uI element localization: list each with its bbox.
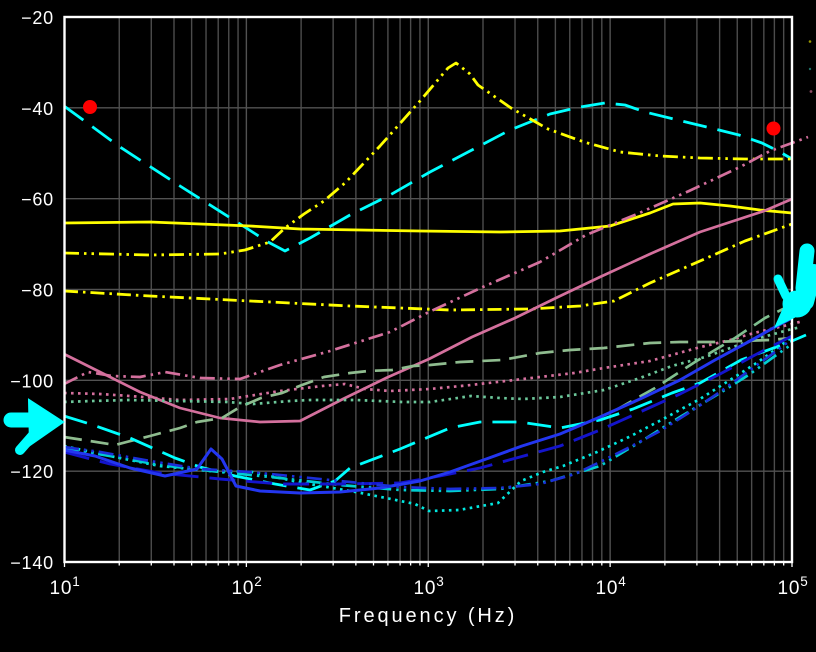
svg-text:−60: −60 [21,190,54,210]
svg-text:−20: −20 [21,8,54,28]
svg-text:−80: −80 [21,281,54,301]
svg-text:−140: −140 [10,553,54,573]
svg-text:Frequency (Hz): Frequency (Hz) [339,605,517,627]
svg-text:−120: −120 [10,462,54,482]
svg-text:102: 102 [232,574,263,599]
svg-text:−40: −40 [21,99,54,119]
svg-text:−100: −100 [10,371,54,391]
svg-text:101: 101 [50,574,81,599]
